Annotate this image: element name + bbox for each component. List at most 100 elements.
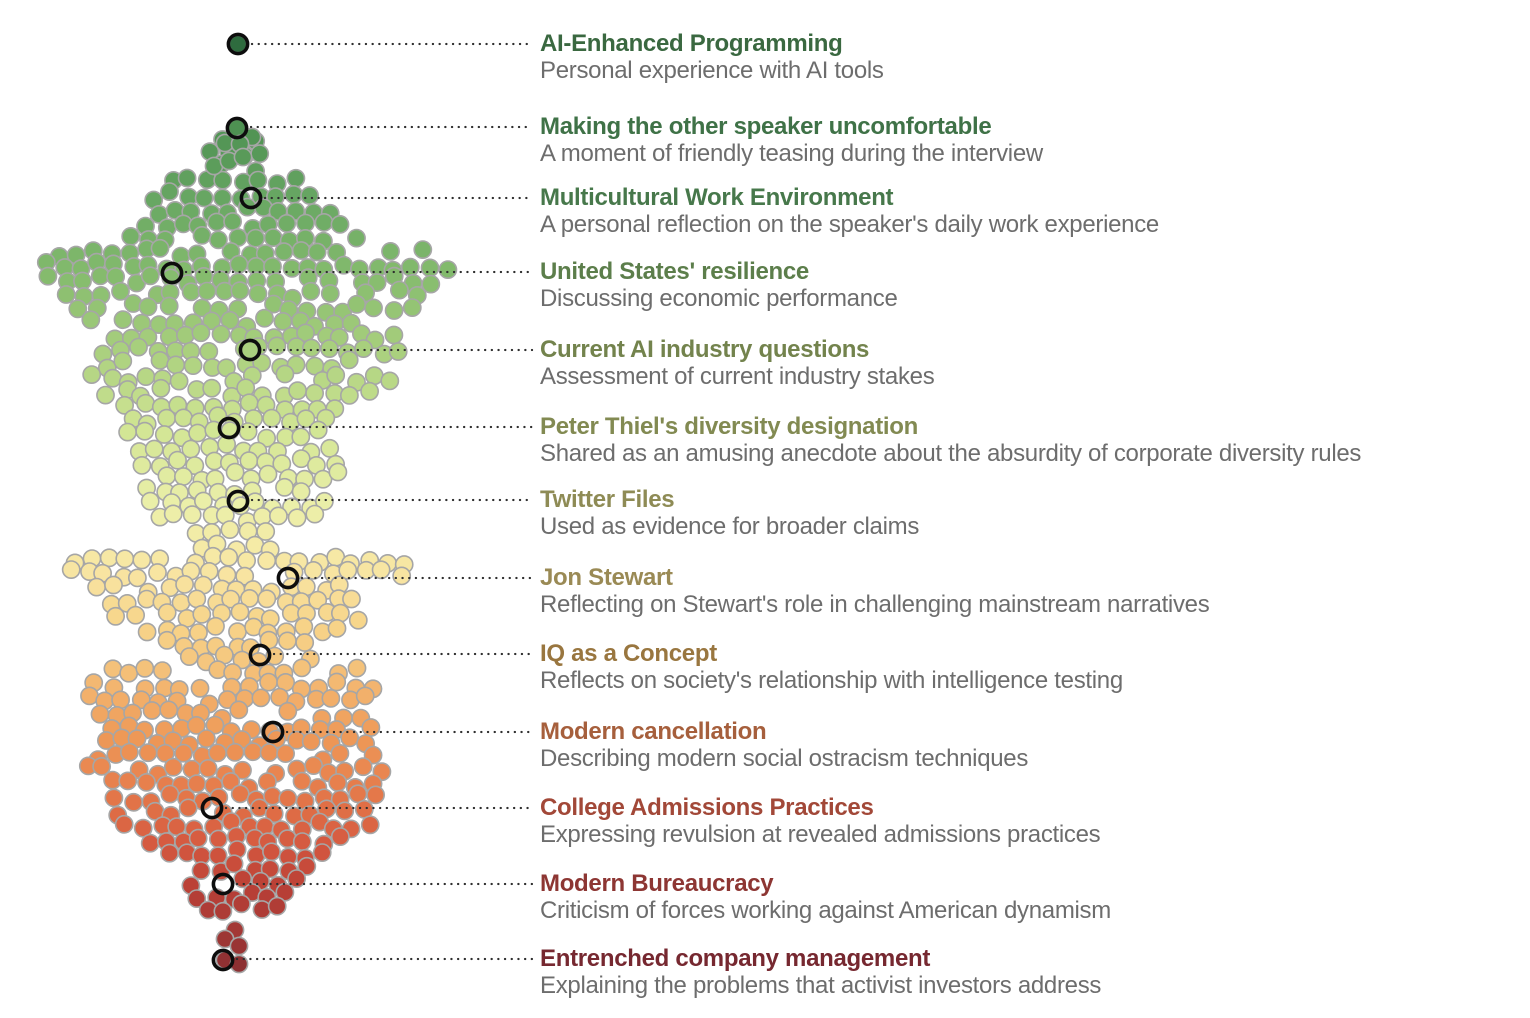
swarm-dot — [291, 482, 311, 502]
swarm-dot — [104, 575, 123, 595]
swarm-dot — [220, 520, 240, 540]
highlight-ring — [226, 489, 250, 513]
swarm-dot — [354, 799, 374, 819]
swarm-dot — [205, 715, 225, 735]
swarm-dot — [229, 700, 249, 720]
swarm-dot — [188, 828, 208, 848]
swarm-dot — [229, 936, 249, 956]
swarm-dot — [197, 281, 217, 301]
swarm-dot — [187, 774, 207, 794]
swarm-dot — [61, 560, 81, 580]
swarm-dot — [420, 258, 440, 278]
swarm-dot — [160, 182, 179, 202]
swarm-dot — [354, 339, 373, 359]
swarm-dot — [282, 258, 302, 278]
swarm-dot — [252, 900, 272, 919]
swarm-dot — [314, 491, 334, 511]
swarm-dot — [384, 325, 404, 345]
swarm-dot — [73, 271, 92, 291]
highlight-ring — [261, 720, 285, 744]
swarm-dot — [312, 843, 332, 863]
swarm-dot — [208, 846, 228, 866]
highlight-ring — [248, 643, 272, 667]
swarm-dot — [225, 742, 245, 762]
swarm-dot — [187, 589, 207, 609]
swarm-dot — [246, 228, 266, 248]
swarm-dot — [330, 827, 350, 847]
swarm-dot — [228, 622, 247, 642]
swarm-dot — [413, 240, 433, 260]
swarm-dot — [132, 550, 152, 570]
swarm-dot — [371, 560, 391, 580]
swarm-dot — [211, 324, 231, 344]
swarm-dot — [119, 663, 139, 683]
swarm-dot — [190, 678, 210, 698]
highlight-ring — [217, 416, 241, 440]
swarm-dot — [121, 226, 141, 246]
swarm-dot — [255, 308, 274, 328]
swarm-dot — [87, 577, 107, 597]
swarm-dot — [307, 242, 327, 262]
swarm-dot — [150, 350, 170, 370]
swarm-dot — [239, 451, 259, 471]
swarm-dot — [243, 742, 263, 762]
swarm-dot — [278, 789, 298, 808]
swarm-dot — [81, 310, 101, 330]
swarm-dot — [160, 843, 179, 863]
swarm-dot — [225, 462, 245, 482]
swarm-dot — [259, 672, 279, 692]
swarm-dot — [250, 144, 270, 164]
swarm-dot — [347, 294, 367, 314]
swarm-dot — [231, 894, 251, 914]
swarm-dot — [257, 428, 277, 448]
swarm-dot — [328, 773, 348, 792]
swarm-dot — [251, 688, 271, 708]
swarm-dot — [137, 773, 156, 792]
swarm-dot — [148, 563, 167, 582]
swarm-dot — [160, 784, 180, 804]
swarm-dot — [297, 856, 317, 876]
swarm-dot — [284, 184, 304, 204]
swarm-dot — [360, 381, 380, 401]
swarm-dot — [114, 814, 134, 834]
swarm-dot — [438, 260, 458, 280]
swarm-dot — [118, 422, 138, 442]
swarm-dot — [223, 212, 243, 231]
swarm-dot — [138, 297, 158, 317]
swarm-dot — [291, 427, 311, 447]
swarm-dot — [248, 284, 268, 304]
swarm-dot — [260, 859, 280, 879]
swarm-dot — [191, 861, 211, 881]
swarm-dot — [92, 757, 112, 776]
swarm-dot — [179, 647, 199, 667]
swarm-dot — [327, 672, 347, 692]
swarm-dot — [196, 729, 216, 749]
swarm-dot — [262, 408, 282, 428]
swarm-dot — [187, 889, 207, 909]
swarm-dot — [301, 281, 321, 301]
swarm-dot — [202, 378, 222, 398]
swarm-dot — [140, 833, 160, 853]
swarm-dot — [157, 408, 177, 428]
swarm-dot — [330, 214, 350, 234]
swarm-dot — [360, 815, 380, 835]
swarm-dot — [175, 325, 195, 345]
swarm-dot — [348, 784, 368, 804]
swarm-dot — [305, 383, 325, 403]
highlight-ring — [276, 566, 300, 590]
swarm-dot — [186, 716, 206, 735]
swarm-dot — [136, 367, 156, 387]
swarm-dot — [330, 744, 350, 763]
swarm-dot — [38, 266, 58, 286]
swarm-dot — [292, 658, 312, 678]
swarm-dot — [155, 743, 175, 763]
swarm-dot — [137, 589, 157, 609]
swarm-dot — [287, 508, 307, 528]
swarm-dot — [177, 168, 197, 188]
swarm-dot — [259, 743, 279, 763]
swarm-dot — [348, 610, 368, 630]
swarm-dot — [118, 771, 138, 791]
swarm-dot — [233, 869, 253, 889]
swarm-dot — [321, 689, 341, 708]
